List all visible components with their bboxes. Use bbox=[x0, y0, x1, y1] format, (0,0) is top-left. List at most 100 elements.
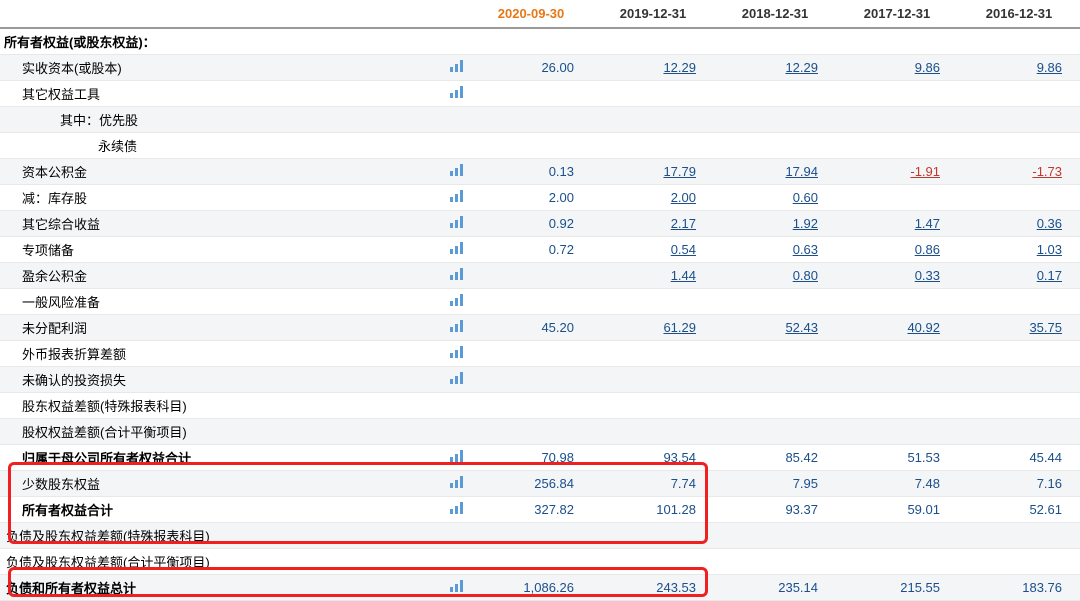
col-header[interactable]: 2020-09-30 bbox=[470, 0, 592, 28]
cell-value[interactable]: 12.29 bbox=[714, 55, 836, 81]
cell-value[interactable]: -1.73 bbox=[958, 159, 1080, 185]
cell-value[interactable]: 45.20 bbox=[470, 315, 592, 341]
cell-value[interactable]: 215.55 bbox=[836, 575, 958, 601]
table-header: 2020-09-302019-12-312018-12-312017-12-31… bbox=[0, 0, 1080, 28]
cell-value[interactable]: 70.98 bbox=[470, 445, 592, 471]
cell-value[interactable]: 256.84 bbox=[470, 471, 592, 497]
cell-value[interactable]: 40.92 bbox=[836, 315, 958, 341]
bars-icon[interactable] bbox=[450, 268, 464, 280]
bars-icon[interactable] bbox=[450, 450, 464, 462]
col-header[interactable]: 2017-12-31 bbox=[836, 0, 958, 28]
cell-value[interactable]: 2.17 bbox=[592, 211, 714, 237]
cell-value[interactable]: 0.72 bbox=[470, 237, 592, 263]
cell-value[interactable]: 51.53 bbox=[836, 445, 958, 471]
bars-icon[interactable] bbox=[450, 216, 464, 228]
cell-value[interactable]: 9.86 bbox=[958, 55, 1080, 81]
cell-value[interactable]: 59.01 bbox=[836, 497, 958, 523]
cell-value[interactable]: 0.17 bbox=[958, 263, 1080, 289]
chart-icon-cell[interactable] bbox=[440, 185, 470, 211]
cell-value[interactable]: 2.00 bbox=[592, 185, 714, 211]
cell-value[interactable]: 61.29 bbox=[592, 315, 714, 341]
cell-value[interactable]: 35.75 bbox=[958, 315, 1080, 341]
cell-value[interactable]: 52.43 bbox=[714, 315, 836, 341]
col-header[interactable]: 2018-12-31 bbox=[714, 0, 836, 28]
chart-icon-cell[interactable] bbox=[440, 211, 470, 237]
cell-value[interactable]: 17.94 bbox=[714, 159, 836, 185]
chart-icon-cell[interactable] bbox=[440, 445, 470, 471]
cell-value[interactable]: 243.53 bbox=[592, 575, 714, 601]
cell-value[interactable]: 7.16 bbox=[958, 471, 1080, 497]
bars-icon[interactable] bbox=[450, 372, 464, 384]
bars-icon[interactable] bbox=[450, 294, 464, 306]
bars-icon[interactable] bbox=[450, 60, 464, 72]
bars-icon[interactable] bbox=[450, 242, 464, 254]
cell-value[interactable]: 93.37 bbox=[714, 497, 836, 523]
col-header[interactable]: 2019-12-31 bbox=[592, 0, 714, 28]
cell-value[interactable]: 183.76 bbox=[958, 575, 1080, 601]
cell-value[interactable]: 17.79 bbox=[592, 159, 714, 185]
cell-value[interactable]: 9.86 bbox=[836, 55, 958, 81]
cell-value[interactable]: 0.33 bbox=[836, 263, 958, 289]
cell-value[interactable]: 45.44 bbox=[958, 445, 1080, 471]
cell-value[interactable]: 52.61 bbox=[958, 497, 1080, 523]
cell-value[interactable]: 0.36 bbox=[958, 211, 1080, 237]
table-row: 所有者权益合计327.82101.2893.3759.0152.61 bbox=[0, 497, 1080, 523]
bars-icon[interactable] bbox=[450, 86, 464, 98]
cell-value[interactable]: 1,086.26 bbox=[470, 575, 592, 601]
cell-value[interactable]: 7.74 bbox=[592, 471, 714, 497]
col-header[interactable]: 2016-12-31 bbox=[958, 0, 1080, 28]
cell-value[interactable]: 1.92 bbox=[714, 211, 836, 237]
cell-value[interactable]: 26.00 bbox=[470, 55, 592, 81]
cell-value[interactable]: 0.54 bbox=[592, 237, 714, 263]
cell-value[interactable]: 2.00 bbox=[470, 185, 592, 211]
chart-icon-cell[interactable] bbox=[440, 341, 470, 367]
cell-value[interactable]: 0.60 bbox=[714, 185, 836, 211]
cell-value bbox=[958, 81, 1080, 107]
cell-value[interactable]: 0.86 bbox=[836, 237, 958, 263]
cell-value[interactable]: 7.48 bbox=[836, 471, 958, 497]
cell-value bbox=[958, 549, 1080, 575]
chart-icon-cell[interactable] bbox=[440, 289, 470, 315]
chart-icon-cell[interactable] bbox=[440, 367, 470, 393]
chart-icon-cell[interactable] bbox=[440, 263, 470, 289]
bars-icon[interactable] bbox=[450, 164, 464, 176]
chart-icon-cell[interactable] bbox=[440, 237, 470, 263]
cell-value[interactable]: 327.82 bbox=[470, 497, 592, 523]
cell-value[interactable]: 101.28 bbox=[592, 497, 714, 523]
cell-value[interactable]: 0.13 bbox=[470, 159, 592, 185]
cell-value[interactable]: 7.95 bbox=[714, 471, 836, 497]
cell-value[interactable]: 85.42 bbox=[714, 445, 836, 471]
chart-icon-cell[interactable] bbox=[440, 159, 470, 185]
chart-icon-cell[interactable] bbox=[440, 471, 470, 497]
cell-value[interactable]: 1.03 bbox=[958, 237, 1080, 263]
bars-icon[interactable] bbox=[450, 580, 464, 592]
row-label: 未分配利润 bbox=[0, 315, 440, 341]
bars-icon[interactable] bbox=[450, 190, 464, 202]
cell-value[interactable]: -1.91 bbox=[836, 159, 958, 185]
cell-value[interactable]: 0.63 bbox=[714, 237, 836, 263]
bars-icon[interactable] bbox=[450, 476, 464, 488]
cell-value[interactable]: 0.80 bbox=[714, 263, 836, 289]
cell-value bbox=[714, 107, 836, 133]
cell-value[interactable]: 235.14 bbox=[714, 575, 836, 601]
bars-icon[interactable] bbox=[450, 346, 464, 358]
cell-value bbox=[958, 523, 1080, 549]
row-label: 负债及股东权益差额(特殊报表科目) bbox=[0, 523, 440, 549]
cell-value[interactable]: 12.29 bbox=[592, 55, 714, 81]
cell-value[interactable]: 0.92 bbox=[470, 211, 592, 237]
chart-icon-cell bbox=[440, 419, 470, 445]
table-container: 2020-09-302019-12-312018-12-312017-12-31… bbox=[0, 0, 1080, 601]
table-row: 外币报表折算差额 bbox=[0, 341, 1080, 367]
cell-value bbox=[958, 28, 1080, 55]
cell-value[interactable]: 93.54 bbox=[592, 445, 714, 471]
cell-value bbox=[470, 133, 592, 159]
chart-icon-cell[interactable] bbox=[440, 315, 470, 341]
cell-value[interactable]: 1.47 bbox=[836, 211, 958, 237]
bars-icon[interactable] bbox=[450, 502, 464, 514]
cell-value[interactable]: 1.44 bbox=[592, 263, 714, 289]
chart-icon-cell[interactable] bbox=[440, 497, 470, 523]
bars-icon[interactable] bbox=[450, 320, 464, 332]
chart-icon-cell[interactable] bbox=[440, 55, 470, 81]
chart-icon-cell[interactable] bbox=[440, 575, 470, 601]
chart-icon-cell[interactable] bbox=[440, 81, 470, 107]
